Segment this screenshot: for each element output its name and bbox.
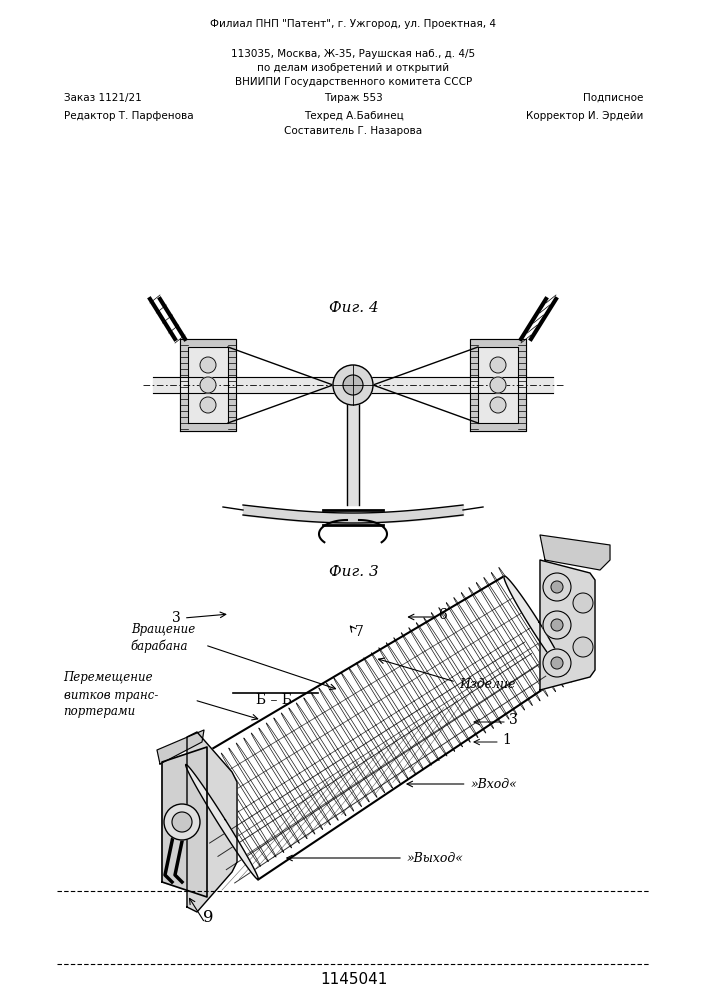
Circle shape xyxy=(551,619,563,631)
Text: 7: 7 xyxy=(355,625,364,639)
Polygon shape xyxy=(187,732,237,912)
Circle shape xyxy=(490,377,506,393)
Text: Подписное: Подписное xyxy=(583,93,643,103)
Text: Перемещение
витков транс-
портерами: Перемещение витков транс- портерами xyxy=(64,672,158,718)
Text: Техред А.Бабинец: Техред А.Бабинец xyxy=(303,111,404,121)
Polygon shape xyxy=(157,730,204,764)
Text: 6: 6 xyxy=(438,608,447,622)
Text: Редактор Т. Парфенова: Редактор Т. Парфенова xyxy=(64,111,193,121)
Circle shape xyxy=(551,581,563,593)
Circle shape xyxy=(490,397,506,413)
Circle shape xyxy=(200,357,216,373)
Text: Фиг. 4: Фиг. 4 xyxy=(329,301,378,315)
Text: 1: 1 xyxy=(502,733,511,747)
Polygon shape xyxy=(470,339,526,431)
Text: »Выход«: »Выход« xyxy=(407,851,463,864)
Text: Вращение
барабана: Вращение барабана xyxy=(131,623,195,653)
Text: Составитель Г. Назарова: Составитель Г. Назарова xyxy=(284,126,423,136)
Circle shape xyxy=(551,657,563,669)
Circle shape xyxy=(200,397,216,413)
Polygon shape xyxy=(540,560,595,690)
Circle shape xyxy=(490,357,506,373)
Circle shape xyxy=(343,375,363,395)
Text: 3: 3 xyxy=(173,611,181,625)
Polygon shape xyxy=(540,535,610,570)
Text: Филиал ПНП "Патент", г. Ужгород, ул. Проектная, 4: Филиал ПНП "Патент", г. Ужгород, ул. Про… xyxy=(211,19,496,29)
Polygon shape xyxy=(188,347,228,423)
Text: по делам изобретений и открытий: по делам изобретений и открытий xyxy=(257,63,450,73)
Text: Заказ 1121/21: Заказ 1121/21 xyxy=(64,93,141,103)
Circle shape xyxy=(200,377,216,393)
Circle shape xyxy=(172,812,192,832)
Text: 113035, Москва, Ж-35, Раушская наб., д. 4/5: 113035, Москва, Ж-35, Раушская наб., д. … xyxy=(231,49,476,59)
Text: Фиг. 3: Фиг. 3 xyxy=(329,565,378,579)
Text: 3: 3 xyxy=(509,713,518,727)
Circle shape xyxy=(543,649,571,677)
Text: Тираж 553: Тираж 553 xyxy=(324,93,383,103)
Circle shape xyxy=(164,804,200,840)
Polygon shape xyxy=(186,764,258,880)
Polygon shape xyxy=(478,347,518,423)
Text: Изделие: Изделие xyxy=(460,678,516,691)
Text: Корректор И. Эрдейи: Корректор И. Эрдейи xyxy=(526,111,643,121)
Text: »Вход«: »Вход« xyxy=(470,778,517,790)
Text: 9: 9 xyxy=(204,909,214,926)
Text: Б – Б: Б – Б xyxy=(257,693,292,707)
Polygon shape xyxy=(504,576,566,674)
Circle shape xyxy=(573,637,593,657)
Circle shape xyxy=(543,611,571,639)
Circle shape xyxy=(543,573,571,601)
Text: 1145041: 1145041 xyxy=(320,972,387,987)
Circle shape xyxy=(333,365,373,405)
Polygon shape xyxy=(162,747,207,897)
Text: ВНИИПИ Государственного комитета СССР: ВНИИПИ Государственного комитета СССР xyxy=(235,77,472,87)
Circle shape xyxy=(573,593,593,613)
Polygon shape xyxy=(180,339,236,431)
